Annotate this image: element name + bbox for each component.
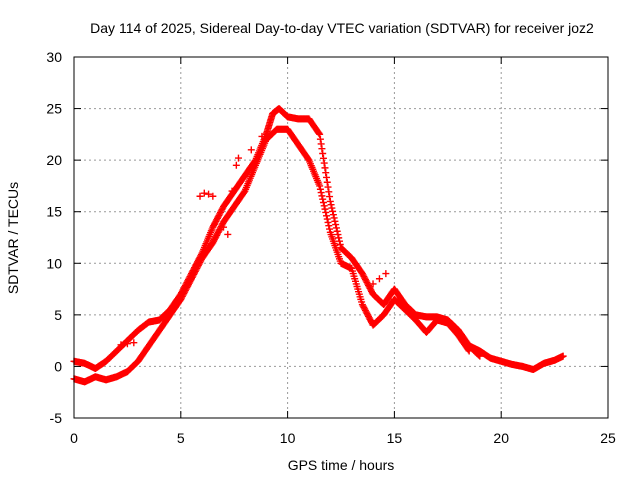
data-point <box>335 234 343 242</box>
data-point <box>326 193 334 201</box>
series-track-b-lower-branch- <box>70 125 473 386</box>
data-point <box>200 189 208 197</box>
chart-title: Day 114 of 2025, Sidereal Day-to-day VTE… <box>90 20 594 36</box>
series-isolated-segments <box>117 132 390 349</box>
data-point <box>323 215 331 223</box>
plot-frame <box>73 56 609 419</box>
data-point <box>326 197 334 205</box>
data-point <box>316 185 324 193</box>
data-point <box>315 129 323 137</box>
y-tick-label: 25 <box>46 101 62 117</box>
y-tick-label: -5 <box>50 410 63 426</box>
x-tick-label: 15 <box>387 430 403 446</box>
data-point <box>327 201 335 209</box>
y-tick-label: 15 <box>46 204 62 220</box>
series-track-a-upper-branch- <box>70 105 484 372</box>
data-point <box>334 231 342 239</box>
data-point <box>329 211 337 219</box>
data-point <box>375 275 383 283</box>
data-point <box>323 178 331 186</box>
data-point <box>369 280 377 288</box>
data-point <box>326 225 334 233</box>
x-tick-label: 20 <box>493 430 509 446</box>
data-point <box>317 140 325 148</box>
y-tick-label: 20 <box>46 152 62 168</box>
data-point <box>319 199 327 207</box>
data-point <box>335 237 343 245</box>
data-point <box>209 192 217 200</box>
data-point <box>130 339 138 347</box>
data-point <box>321 205 329 213</box>
y-tick-label: 0 <box>54 358 62 374</box>
data-point <box>332 224 340 232</box>
data-point <box>232 161 240 169</box>
data-point <box>318 192 326 200</box>
data-point <box>559 352 567 360</box>
data-point <box>316 182 324 190</box>
data-point <box>336 240 344 248</box>
data-point <box>224 230 232 238</box>
data-point <box>234 154 242 162</box>
data-point <box>318 145 326 153</box>
data-point <box>325 188 333 196</box>
data-point <box>316 135 324 143</box>
data-point <box>117 341 125 349</box>
data-point <box>205 190 213 198</box>
y-tick-label: 5 <box>54 307 62 323</box>
data-point <box>324 218 332 226</box>
data-points <box>70 105 567 386</box>
data-point <box>228 187 236 195</box>
x-tick-label: 10 <box>280 430 296 446</box>
axis-ticks <box>73 56 609 419</box>
data-point <box>123 340 131 348</box>
data-point <box>320 202 328 210</box>
x-tick-labels: 0 5 10 15 20 25 <box>70 430 616 446</box>
data-point <box>316 130 324 138</box>
data-point <box>328 204 336 212</box>
data-point <box>322 169 330 177</box>
y-axis-label: SDTVAR / TECUs <box>5 182 21 294</box>
data-point <box>323 212 331 220</box>
data-point <box>322 208 330 216</box>
data-point <box>196 192 204 200</box>
data-point <box>325 222 333 230</box>
data-point <box>319 150 327 158</box>
data-point <box>319 154 327 162</box>
y-tick-labels: -5 0 5 10 15 20 25 30 <box>46 49 62 426</box>
x-tick-label: 25 <box>600 430 616 446</box>
data-point <box>258 132 266 140</box>
series-track-c-late-day- <box>465 342 567 374</box>
data-point <box>331 217 339 225</box>
x-tick-label: 5 <box>177 430 185 446</box>
data-point <box>317 189 325 197</box>
data-point <box>324 183 332 191</box>
data-point <box>321 164 329 172</box>
data-point <box>329 207 337 215</box>
x-tick-label: 0 <box>70 430 78 446</box>
data-point <box>247 146 255 154</box>
data-point <box>323 173 331 181</box>
data-point <box>332 221 340 229</box>
data-point <box>382 270 390 278</box>
x-axis-label: GPS time / hours <box>288 457 395 473</box>
data-point <box>333 227 341 235</box>
data-point <box>320 159 328 167</box>
y-tick-label: 30 <box>46 49 62 65</box>
y-tick-label: 10 <box>46 255 62 271</box>
data-point <box>220 223 228 231</box>
data-point <box>330 214 338 222</box>
data-point <box>319 195 327 203</box>
